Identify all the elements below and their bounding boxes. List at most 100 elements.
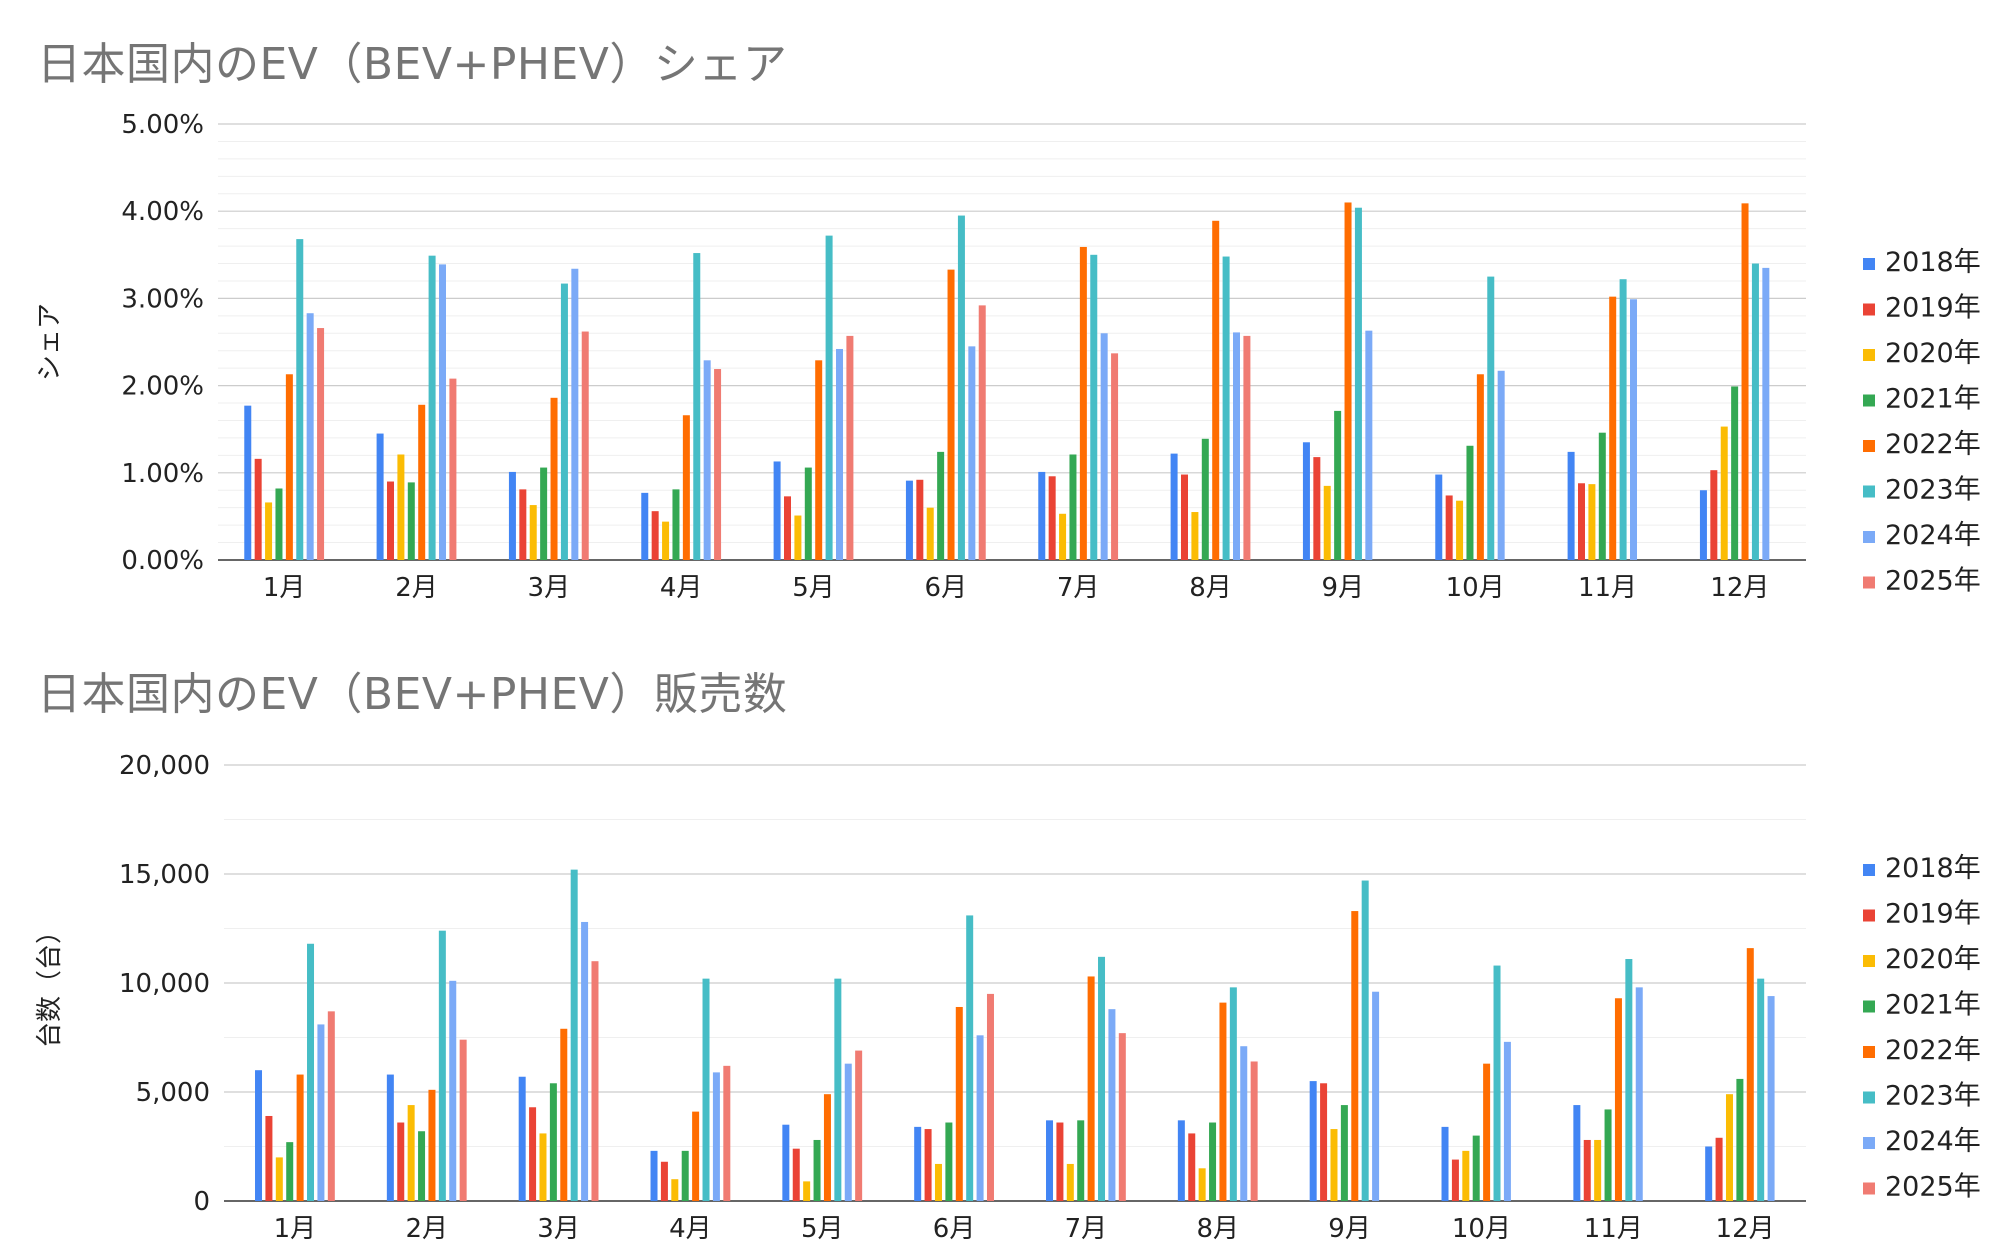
- bar: [1736, 1078, 1744, 1201]
- bar: [1046, 1120, 1054, 1201]
- bar: [641, 492, 649, 560]
- bar: [815, 360, 823, 560]
- bar: [813, 1139, 821, 1201]
- bar: [1069, 454, 1077, 560]
- bar: [1614, 998, 1622, 1201]
- bar: [418, 404, 426, 560]
- bar: [823, 1094, 831, 1201]
- legend-swatch: [1863, 440, 1875, 452]
- bar: [1462, 1150, 1470, 1201]
- bar: [1751, 263, 1759, 560]
- bar: [968, 346, 976, 560]
- bar: [1573, 1105, 1581, 1201]
- bar: [1108, 1009, 1116, 1201]
- share-chart-svg: 0.00% 1.00% 2.00% 3.00% 4.00% 5.00% シェア 1月 2月 3月 4…: [35, 110, 1981, 603]
- bar: [529, 505, 537, 560]
- bar: [275, 488, 283, 560]
- bar: [1219, 1002, 1227, 1201]
- bar: [1111, 353, 1119, 560]
- bar: [955, 1006, 963, 1201]
- legend-label: 2023年: [1885, 475, 1981, 506]
- bar: [1198, 1168, 1206, 1201]
- legend-label: 2020年: [1885, 944, 1981, 975]
- bar: [836, 348, 843, 560]
- bar: [275, 1157, 283, 1201]
- bar: [1250, 1061, 1258, 1201]
- bar: [519, 489, 527, 560]
- y-tick-label: 0.00%: [121, 546, 204, 576]
- x-tick-label: 11月: [1578, 573, 1637, 603]
- legend-swatch: [1863, 394, 1875, 407]
- bar: [1625, 959, 1633, 1201]
- bar: [1309, 1081, 1317, 1201]
- bar: [1365, 330, 1373, 560]
- bar: [285, 374, 293, 560]
- bar: [449, 980, 457, 1201]
- legend-label: 2022年: [1885, 429, 1981, 460]
- bars: [244, 202, 1770, 561]
- legend-swatch: [1863, 531, 1875, 543]
- y-tick-label: 5.00%: [121, 110, 204, 140]
- bar: [672, 489, 680, 560]
- bar: [265, 1115, 273, 1201]
- bar: [1320, 1083, 1328, 1201]
- bar: [714, 369, 722, 560]
- bar: [1451, 1159, 1459, 1201]
- bar: [804, 467, 812, 560]
- bar: [692, 1111, 700, 1201]
- bar: [1741, 203, 1749, 561]
- bar: [1476, 374, 1484, 560]
- bar: [518, 1076, 526, 1201]
- bar: [1079, 246, 1087, 560]
- bar: [1456, 500, 1464, 560]
- bar: [428, 255, 436, 560]
- bar: [296, 239, 304, 560]
- bar: [712, 1072, 720, 1201]
- bar: [1767, 996, 1775, 1201]
- bar: [1098, 956, 1106, 1201]
- bar: [1715, 1137, 1723, 1201]
- bar: [1229, 987, 1237, 1201]
- grid: [218, 123, 1806, 544]
- bar: [386, 1074, 394, 1201]
- bar: [1066, 1163, 1074, 1201]
- bar: [1344, 202, 1352, 561]
- legend-swatch: [1863, 349, 1875, 361]
- bar: [924, 1129, 932, 1201]
- bar: [581, 331, 589, 560]
- x-tick-label: 5月: [792, 573, 835, 603]
- x-tick-label: 12月: [1716, 1214, 1775, 1244]
- bar: [1340, 1105, 1348, 1201]
- bar: [550, 397, 558, 560]
- bar: [945, 1122, 953, 1201]
- grid: [224, 764, 1806, 1147]
- x-tick-label: 7月: [1057, 573, 1100, 603]
- x-tick-label: 9月: [1322, 573, 1365, 603]
- bar: [1731, 386, 1739, 560]
- bar: [1598, 432, 1606, 560]
- bar: [508, 471, 516, 560]
- bar: [693, 253, 701, 560]
- bar: [1466, 445, 1474, 560]
- bar: [1372, 991, 1380, 1201]
- x-tick-label: 4月: [660, 573, 703, 603]
- bar: [1313, 457, 1321, 560]
- legend-label: 2018年: [1885, 247, 1981, 278]
- bar: [407, 482, 415, 560]
- bar: [1604, 1109, 1612, 1201]
- bar: [1330, 1129, 1338, 1201]
- bar: [1361, 880, 1369, 1201]
- legend-label: 2020年: [1885, 338, 1981, 369]
- legend-swatch: [1863, 1091, 1875, 1104]
- bar: [1493, 965, 1501, 1201]
- bar: [1177, 1120, 1185, 1201]
- bar: [937, 451, 945, 560]
- bar: [591, 961, 599, 1201]
- legend-label: 2025年: [1885, 1172, 1981, 1203]
- legend-swatch: [1863, 909, 1875, 922]
- bar: [1048, 476, 1056, 560]
- sales-chart-svg: 0 5,000 10,000 15,000 20,000 台数（台） 1月 2月 3月 4月 5月 6…: [35, 751, 1981, 1244]
- legend-label: 2024年: [1885, 1126, 1981, 1157]
- bar: [254, 458, 262, 560]
- legend-swatch: [1863, 1182, 1875, 1195]
